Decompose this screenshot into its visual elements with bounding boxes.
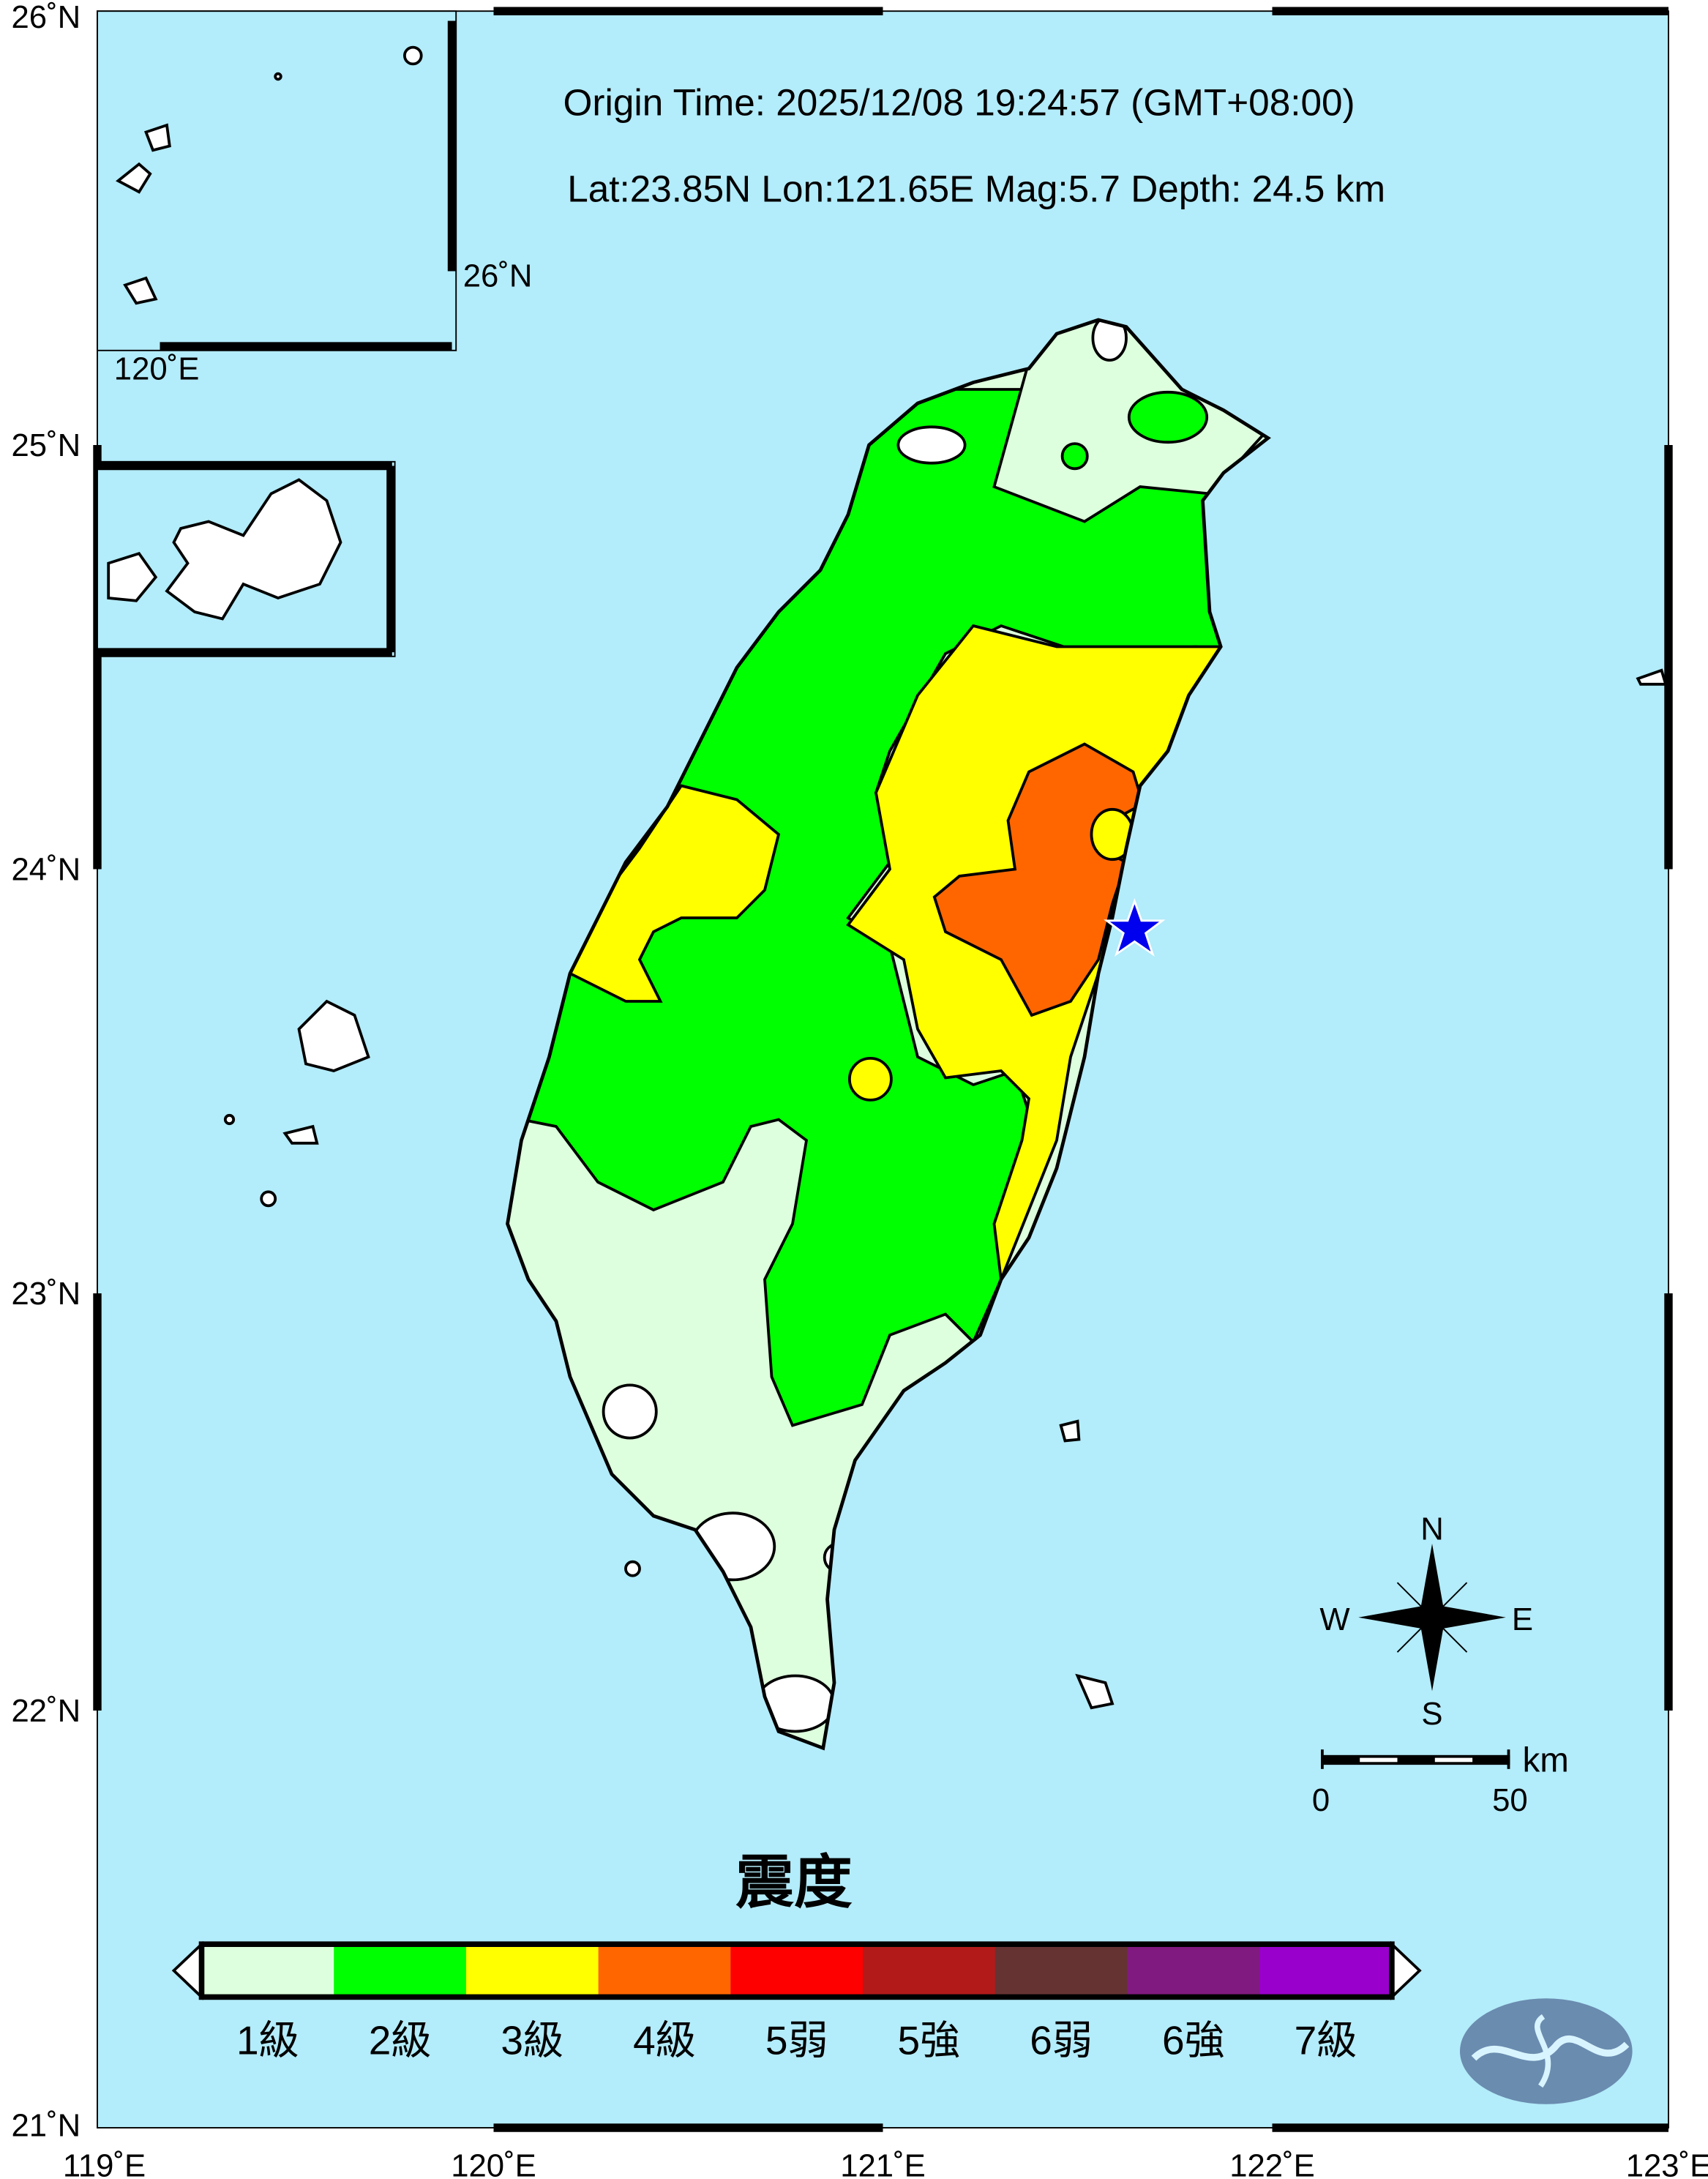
- legend-label: 6弱: [1030, 2017, 1093, 2063]
- cwa-logo: [1460, 1998, 1633, 2104]
- svg-text:N: N: [1420, 1511, 1444, 1547]
- svg-text:26˚N: 26˚N: [11, 0, 80, 35]
- svg-text:0: 0: [1312, 1782, 1330, 1818]
- legend-swatch-4: [598, 1944, 732, 1997]
- legend-label: 1級: [236, 2017, 299, 2063]
- svg-text:120˚E: 120˚E: [451, 2148, 536, 2179]
- svg-text:km: km: [1522, 1741, 1568, 1780]
- svg-text:21˚N: 21˚N: [11, 2107, 80, 2143]
- inset-lat-label: 26˚N: [463, 258, 533, 294]
- svg-text:50: 50: [1492, 1782, 1528, 1818]
- svg-text:S: S: [1421, 1696, 1442, 1732]
- legend-label: 6強: [1162, 2017, 1225, 2063]
- legend-swatch-9: [1259, 1944, 1393, 1997]
- svg-text:122˚E: 122˚E: [1229, 2148, 1315, 2179]
- legend-swatch-3: [465, 1944, 599, 1997]
- legend-label: 5強: [898, 2017, 961, 2063]
- lon-labels: 119˚E 120˚E 121˚E 122˚E 123˚E: [63, 2148, 1708, 2179]
- svg-text:23˚N: 23˚N: [11, 1276, 80, 1312]
- lat-labels: 26˚N 25˚N 24˚N 23˚N 22˚N 21˚N: [11, 0, 80, 2143]
- legend-swatch-1: [201, 1944, 335, 1997]
- legend-swatch-2: [334, 1944, 467, 1997]
- svg-text:22˚N: 22˚N: [11, 1693, 80, 1729]
- svg-text:W: W: [1319, 1601, 1350, 1637]
- intensity-legend: 震度 1級 2級 3級 4級 5弱 5強 6弱 6強 7級: [171, 1850, 1422, 2063]
- svg-text:25˚N: 25˚N: [11, 427, 80, 463]
- event-params: Lat:23.85N Lon:121.65E Mag:5.7 Depth: 24…: [567, 168, 1385, 210]
- legend-title: 震度: [735, 1850, 853, 1915]
- legend-swatch-6: [863, 1944, 996, 1997]
- svg-text:119˚E: 119˚E: [63, 2148, 146, 2179]
- inset-lon-label: 120˚E: [114, 351, 200, 387]
- star-icon: [1104, 897, 1166, 957]
- intensity-2-spot: [1127, 390, 1209, 444]
- svg-text:24˚N: 24˚N: [11, 852, 80, 888]
- svg-text:E: E: [1512, 1601, 1533, 1637]
- scale-bar: km 0 50: [1312, 1741, 1569, 1818]
- inset-map-matsu: 26˚N 120˚E: [97, 10, 533, 387]
- legend-label: 3級: [501, 2017, 563, 2063]
- intensity-3-spot: [848, 1057, 893, 1102]
- compass-rose-icon: N S W E: [1319, 1511, 1533, 1732]
- legend-swatch-5: [730, 1944, 864, 1997]
- inset-map-kinmen: [97, 460, 396, 657]
- legend-swatch-8: [1127, 1944, 1261, 1997]
- svg-text:123˚E: 123˚E: [1626, 2148, 1708, 2179]
- legend-label: 7級: [1295, 2017, 1357, 2063]
- legend-swatch-7: [995, 1944, 1128, 1997]
- legend-label: 5弱: [765, 2017, 828, 2063]
- legend-label: 2級: [369, 2017, 432, 2063]
- legend-label: 4級: [633, 2017, 696, 2063]
- islands: [223, 668, 1668, 1710]
- origin-time: Origin Time: 2025/12/08 19:24:57 (GMT+08…: [563, 82, 1355, 124]
- svg-text:121˚E: 121˚E: [840, 2148, 926, 2179]
